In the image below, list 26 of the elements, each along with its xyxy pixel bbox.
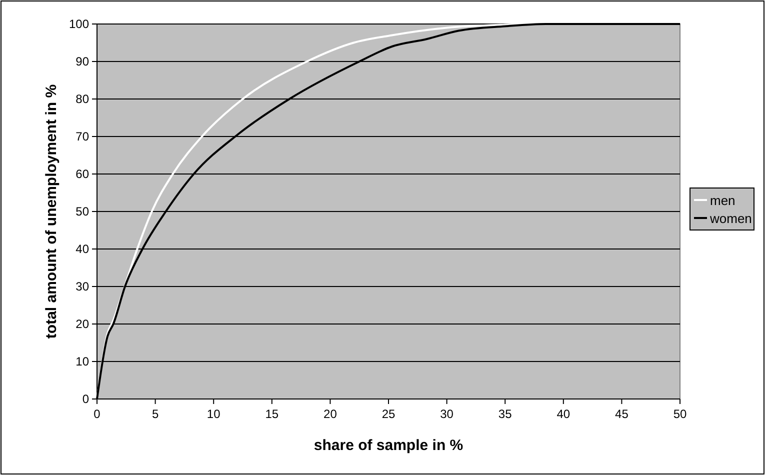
y-tick-label: 20 bbox=[76, 317, 90, 331]
y-tick-label: 0 bbox=[82, 392, 90, 406]
y-axis-title: total amount of unemployment in % bbox=[43, 84, 60, 339]
x-tick-label: 40 bbox=[556, 407, 570, 421]
legend-label: men bbox=[710, 193, 736, 208]
x-tick-label: 15 bbox=[265, 407, 279, 421]
y-tick-label: 90 bbox=[76, 54, 90, 68]
x-tick-label: 0 bbox=[94, 407, 101, 421]
x-tick-label: 35 bbox=[498, 407, 512, 421]
y-tick-label: 10 bbox=[76, 354, 90, 368]
x-tick-label: 25 bbox=[382, 407, 396, 421]
y-tick-label: 30 bbox=[76, 280, 90, 294]
y-tick-label: 70 bbox=[76, 130, 90, 144]
x-tick-label: 45 bbox=[615, 407, 629, 421]
x-tick-label: 50 bbox=[673, 407, 687, 421]
legend-label: women bbox=[709, 211, 752, 226]
x-axis-title: share of sample in % bbox=[314, 437, 464, 454]
x-tick-label: 20 bbox=[324, 407, 338, 421]
y-tick-label: 50 bbox=[76, 204, 90, 218]
x-tick-label: 10 bbox=[206, 407, 221, 421]
y-tick-label: 80 bbox=[76, 92, 90, 106]
y-tick-label: 100 bbox=[68, 17, 90, 31]
x-tick-label: 30 bbox=[440, 407, 454, 421]
y-tick-label: 60 bbox=[76, 167, 90, 181]
x-tick-label: 5 bbox=[152, 407, 159, 421]
y-tick-label: 40 bbox=[76, 242, 90, 256]
